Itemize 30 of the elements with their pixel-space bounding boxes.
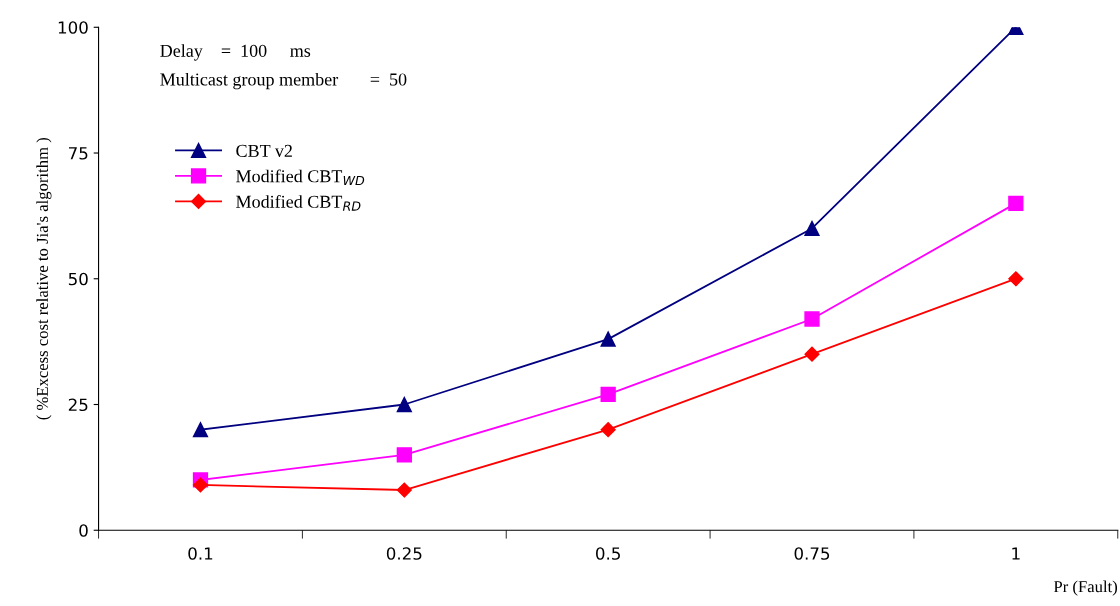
annotation: Multicast group member = 50 [160, 72, 407, 90]
point [600, 386, 616, 403]
point [804, 311, 820, 327]
point [600, 331, 616, 347]
point [192, 422, 209, 438]
point [396, 447, 412, 463]
point [600, 422, 616, 438]
point [396, 482, 412, 498]
point [804, 220, 820, 237]
point [192, 477, 209, 493]
x-tick-label: 0.25 [386, 547, 422, 560]
point [1008, 271, 1024, 287]
point [396, 396, 412, 413]
x-tick-label: 0.75 [794, 547, 830, 560]
legend-label: Modified CBT$_{RD}$ [236, 194, 361, 211]
y-tick-label: 100 [58, 21, 88, 34]
annotation: Delay = 100 ms [160, 44, 311, 61]
x-tick-label: 1 [1012, 547, 1020, 560]
point [804, 346, 820, 362]
y-axis-title: ( %Excess cost relative to Jia's algorithm ) [36, 137, 52, 420]
legend-label: CBT v2 [236, 144, 292, 157]
legend-label: Modified CBT$_{WD}$ [236, 169, 365, 186]
y-tick-label: 50 [68, 272, 88, 286]
y-tick-label: 25 [68, 398, 88, 412]
x-axis-title: Pr (Fault) [1053, 580, 1118, 596]
point [1008, 195, 1024, 211]
x-tick-label: 0.1 [188, 547, 213, 560]
y-tick-label: 0 [79, 524, 88, 537]
y-tick-label: 75 [69, 147, 88, 160]
x-tick-label: 0.5 [596, 547, 620, 560]
